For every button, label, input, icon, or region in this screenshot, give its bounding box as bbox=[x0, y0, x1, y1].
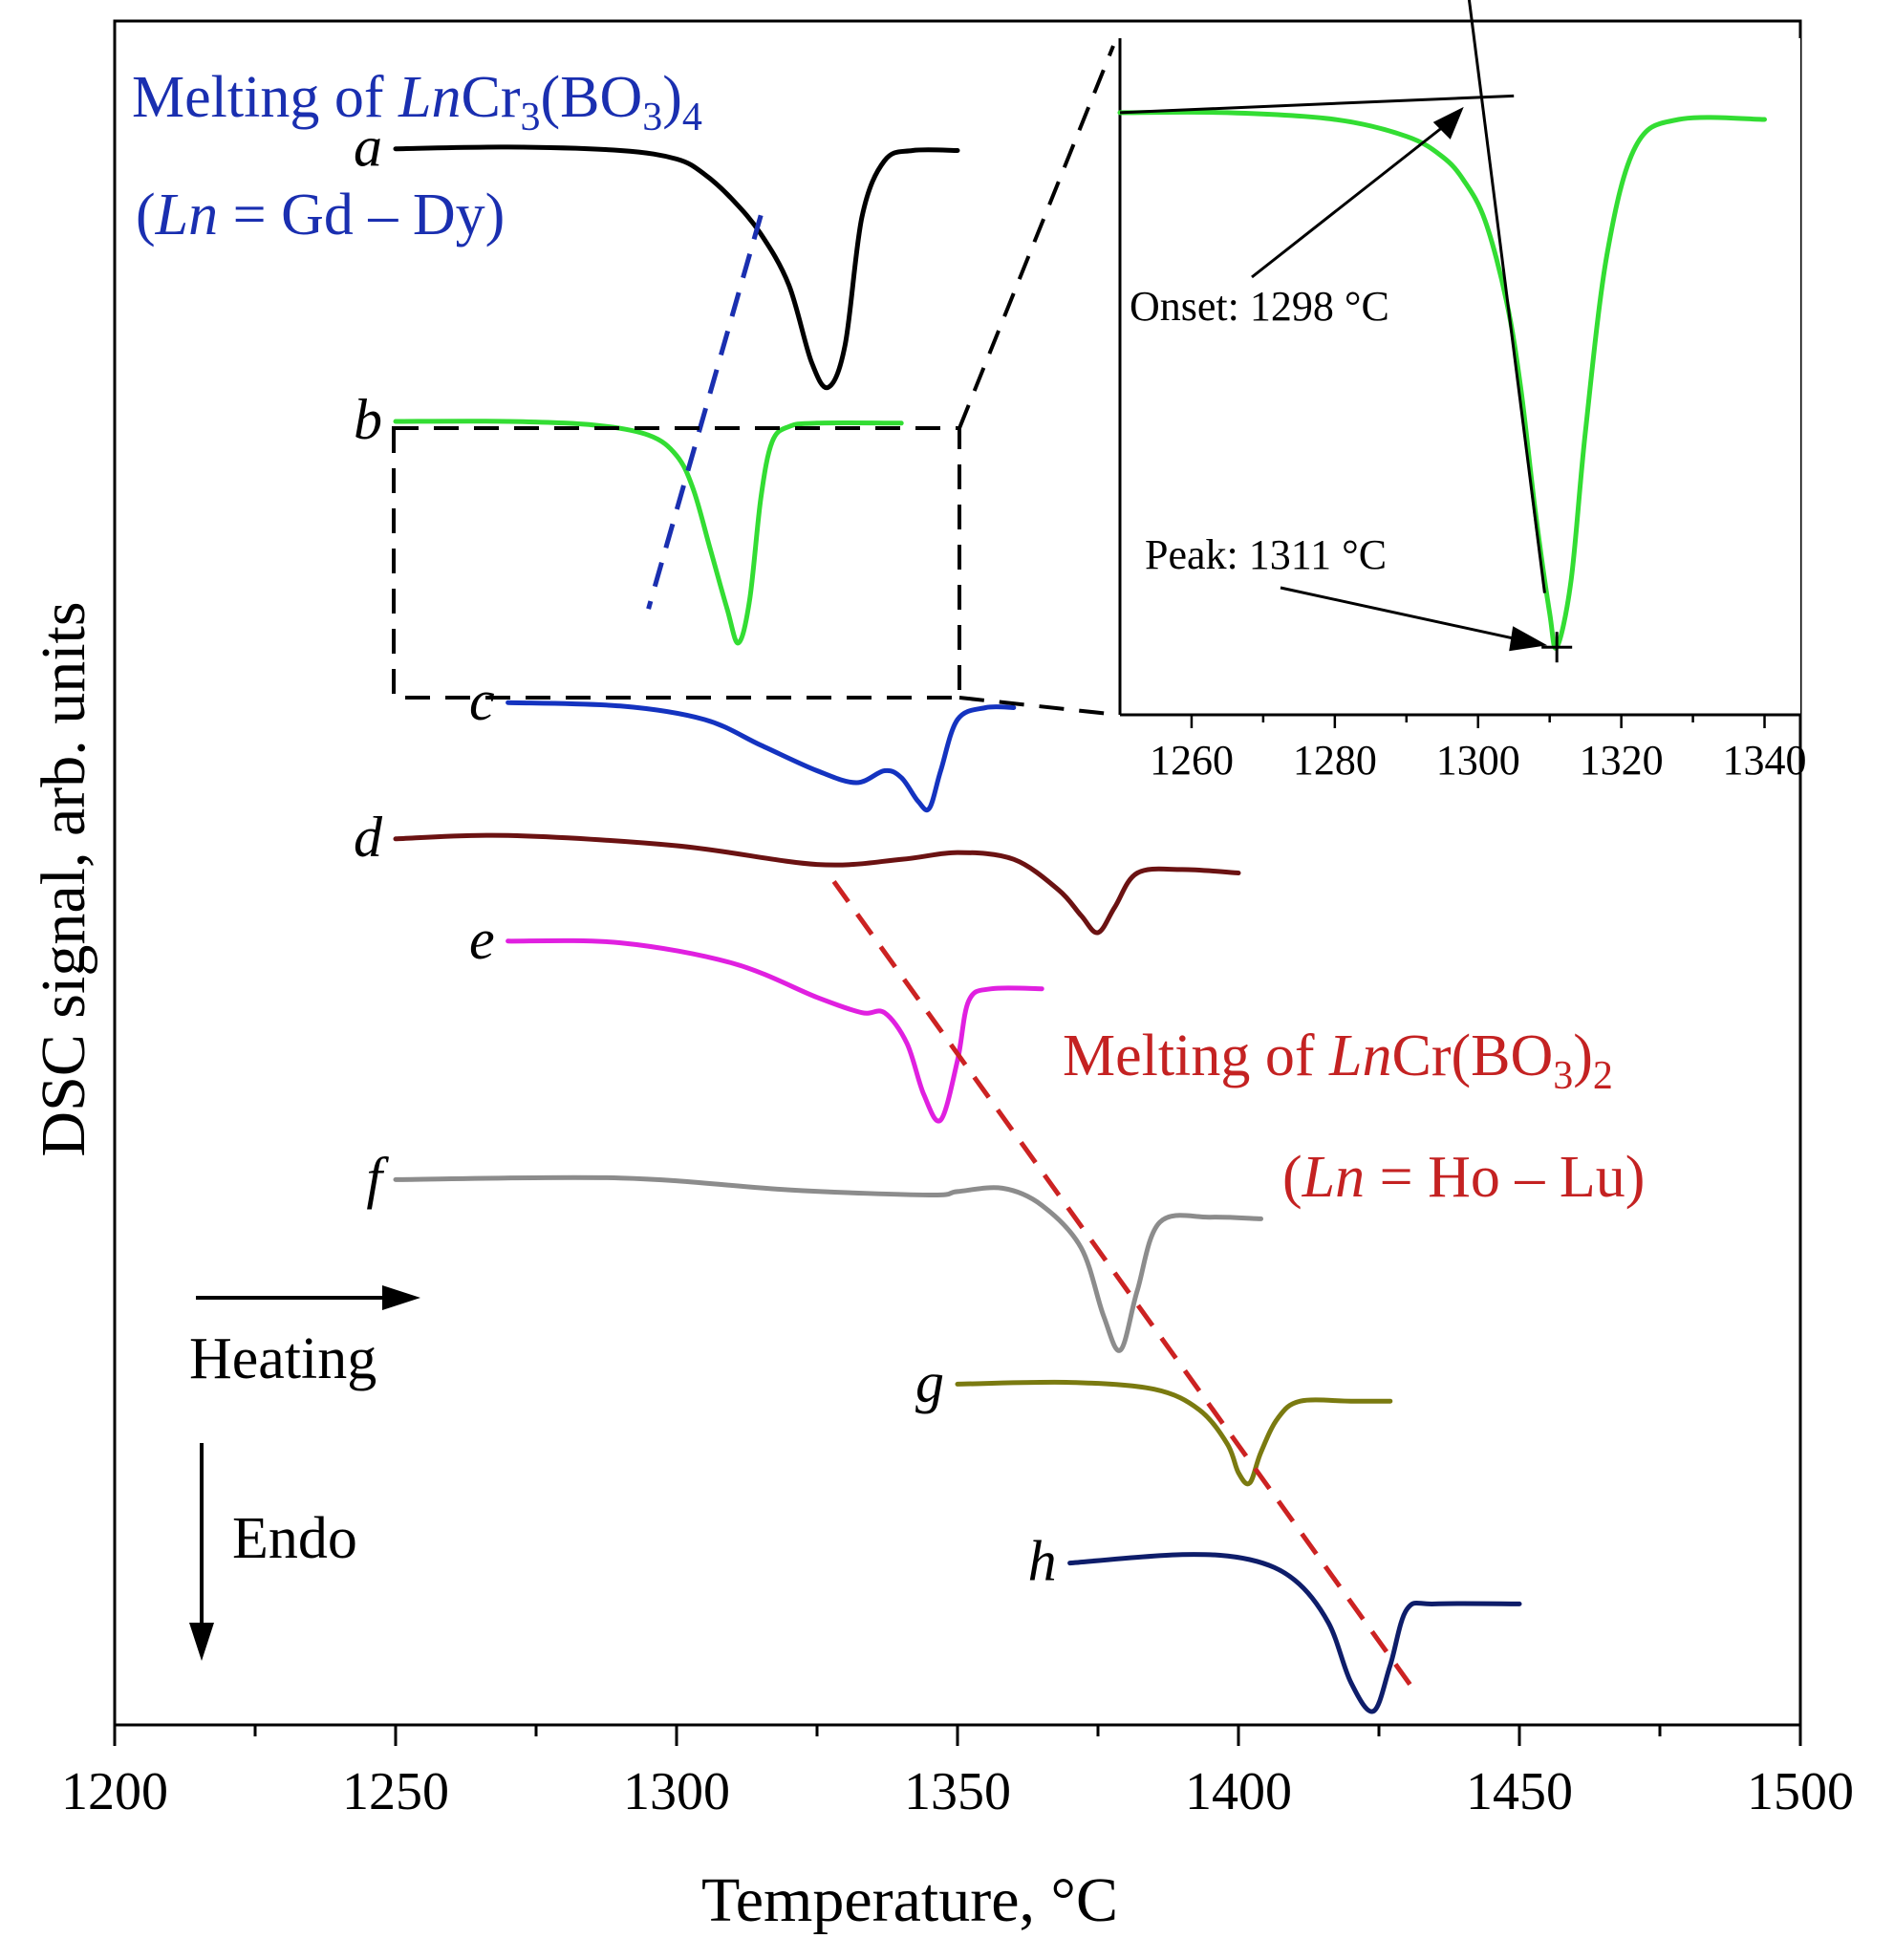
zoom-box bbox=[392, 426, 961, 700]
inset-series-group bbox=[1117, 0, 1767, 663]
series-d-label: d bbox=[354, 806, 383, 869]
series-h-line bbox=[1067, 1552, 1522, 1714]
inset-x-tick-label: 1280 bbox=[1293, 737, 1377, 784]
series-f-line bbox=[393, 1174, 1263, 1353]
inset-panel-bg bbox=[1118, 38, 1800, 715]
blue-melting-subtitle: (Ln = Gd – Dy) bbox=[136, 183, 505, 248]
series-a-line bbox=[393, 144, 960, 391]
main-x-tick-label: 1350 bbox=[904, 1762, 1011, 1821]
main-x-tick-label: 1500 bbox=[1747, 1762, 1854, 1821]
main-x-tick-label: 1400 bbox=[1185, 1762, 1292, 1821]
inset-x-tick-label: 1340 bbox=[1723, 737, 1807, 784]
inset-baseline-tangent bbox=[1119, 94, 1515, 115]
guide-lines bbox=[646, 214, 1421, 1698]
inset-slope-tangent bbox=[1467, 0, 1546, 593]
main-x-axis: 1200 1250 1300 1350 1400 1450 1500 bbox=[61, 1725, 1854, 1821]
main-x-tick-label: 1450 bbox=[1466, 1762, 1573, 1821]
blue-melting-title: Melting of LnCr3(BO3)4 bbox=[132, 65, 702, 140]
endo-arrow-head bbox=[189, 1623, 214, 1661]
inset-x-tick-label: 1320 bbox=[1580, 737, 1664, 784]
series-f-label: f bbox=[366, 1146, 389, 1209]
inset-x-axis-ticks: 1260 1280 1300 1320 1340 bbox=[1150, 715, 1807, 784]
inset-onset-arrow-head bbox=[1432, 106, 1464, 140]
heating-label: Heating bbox=[189, 1326, 377, 1391]
zoom-connector-top bbox=[958, 45, 1115, 429]
series-h-label: h bbox=[1028, 1530, 1057, 1593]
heating-arrow-head bbox=[382, 1285, 420, 1310]
main-x-tick-label: 1250 bbox=[342, 1762, 449, 1821]
guide-line-1 bbox=[831, 879, 1421, 1698]
main-x-tick-label: 1300 bbox=[623, 1762, 730, 1821]
series-c-line bbox=[506, 700, 1017, 813]
guide-line-0 bbox=[646, 214, 764, 610]
y-axis-title: DSC signal, arb. units bbox=[29, 601, 98, 1156]
endo-label: Endo bbox=[232, 1506, 357, 1571]
series-a-label: a bbox=[354, 116, 382, 179]
inset-x-tick-label: 1260 bbox=[1150, 737, 1234, 784]
inset-x-tick-label: 1300 bbox=[1436, 737, 1520, 784]
x-axis-title: Temperature, °C bbox=[701, 1865, 1118, 1935]
zoom-connector-bottom bbox=[958, 696, 1119, 717]
series-d-line bbox=[393, 832, 1241, 936]
inset-peak-arrow-head bbox=[1509, 626, 1548, 652]
series-c-label: c bbox=[469, 669, 495, 732]
inset-onset-arrow bbox=[1251, 122, 1448, 279]
series-g-line bbox=[955, 1379, 1393, 1487]
red-melting-title: Melting of LnCr(BO3)2 bbox=[1063, 1023, 1613, 1098]
red-melting-subtitle: (Ln = Ho – Lu) bbox=[1282, 1145, 1645, 1210]
main-x-tick-label: 1200 bbox=[61, 1762, 168, 1821]
inset-peak-arrow bbox=[1280, 586, 1519, 641]
inset-peak-label: Peak: 1311 °C bbox=[1145, 531, 1387, 578]
series-e-line bbox=[506, 937, 1044, 1124]
series-g-label: g bbox=[915, 1350, 944, 1413]
series-b-line bbox=[393, 419, 904, 646]
inset-onset-label: Onset: 1298 °C bbox=[1130, 283, 1389, 330]
series-b-label: b bbox=[354, 388, 382, 451]
series-e-label: e bbox=[469, 908, 495, 971]
